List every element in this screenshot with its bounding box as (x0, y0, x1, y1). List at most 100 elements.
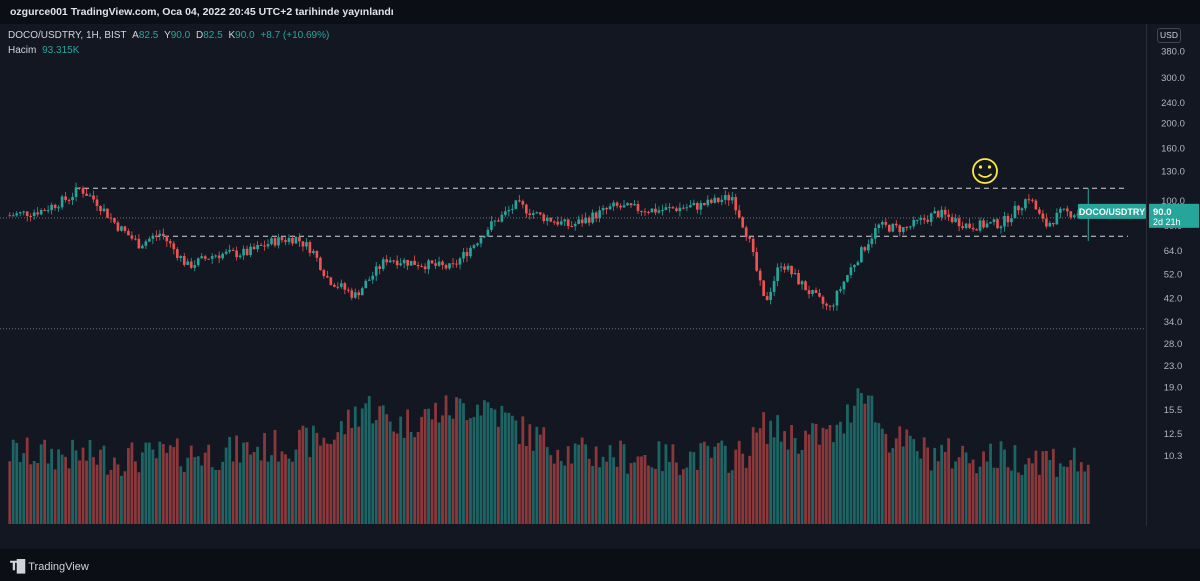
volume-bar (807, 434, 811, 524)
volume-bar (357, 426, 361, 524)
volume-bar (343, 434, 347, 524)
volume-bar (186, 457, 190, 524)
candle-body (189, 261, 193, 268)
candle-body (381, 259, 385, 269)
candle-body (280, 237, 284, 241)
volume-bar (818, 444, 821, 524)
candle-body (165, 235, 169, 242)
open-value: 82.5 (138, 30, 159, 41)
volume-bar (989, 443, 992, 524)
volume-bar (587, 458, 591, 524)
candle-body (524, 204, 528, 214)
chart-svg[interactable]: 2016Haz2017Haz2018Haz2019Haz2020Haz2021H… (0, 24, 1146, 544)
candle-body (430, 260, 434, 264)
price-tick-label: 28.0 (1164, 339, 1183, 350)
candle-body (689, 205, 692, 208)
volume-bar (521, 416, 525, 524)
candle-body (1055, 212, 1059, 225)
candle-body (1010, 218, 1013, 223)
volume-bar (1083, 471, 1087, 524)
volume-bar (1062, 466, 1066, 524)
candle-body (161, 233, 165, 236)
volume-label: Hacim (8, 45, 37, 56)
candle-body (406, 259, 409, 266)
price-scale[interactable]: 380.0300.0240.0200.0160.0130.0100.080.06… (1146, 24, 1200, 526)
candle-body (245, 248, 249, 256)
candle-body (804, 281, 807, 291)
volume-bar (472, 417, 476, 524)
volume-bar (797, 453, 800, 524)
volume-bar (144, 442, 148, 524)
volume-bar (367, 396, 371, 524)
volume-bar (78, 460, 81, 524)
volume-bar (427, 408, 430, 524)
tradingview-brand[interactable]: 𝐓█ TradingView (10, 559, 89, 574)
volume-bar (605, 461, 608, 524)
volume-bar (291, 461, 294, 524)
candle-body (1020, 208, 1024, 211)
currency-button[interactable]: USD (1157, 28, 1181, 43)
volume-bar (835, 424, 839, 524)
candle-body (158, 233, 162, 236)
volume-bar (1086, 464, 1090, 524)
chart-plot-area[interactable]: 2016Haz2017Haz2018Haz2019Haz2020Haz2021H… (0, 24, 1146, 544)
volume-bar (591, 465, 595, 524)
volume-bar (622, 444, 626, 524)
candle-body (755, 252, 759, 271)
candle-body (633, 204, 636, 206)
volume-bar (154, 458, 158, 524)
price-scale-svg[interactable]: 380.0300.0240.0200.0160.0130.0100.080.06… (1147, 24, 1200, 526)
volume-bar (165, 452, 169, 524)
candle-body (629, 203, 633, 206)
volume-bar (800, 449, 804, 524)
volume-bar (580, 437, 584, 524)
candle-body (1072, 215, 1076, 218)
candle-body (1059, 208, 1062, 213)
candle-body (284, 240, 287, 242)
volume-bar (1003, 449, 1006, 524)
volume-bar (277, 461, 280, 524)
candle-body (329, 277, 333, 285)
candle-body (116, 222, 120, 231)
candle-body (120, 226, 123, 231)
volume-bar (490, 408, 493, 524)
candle-body (594, 212, 598, 219)
volume-bar (1017, 472, 1020, 524)
candle-body (294, 236, 298, 244)
volume-bar (371, 423, 375, 524)
candle-body (915, 219, 919, 221)
candle-body (71, 196, 74, 201)
candle-body (825, 303, 828, 306)
volume-bar (95, 464, 99, 524)
volume-bar (675, 462, 678, 524)
volume-bar (172, 447, 176, 524)
candle-body (982, 220, 985, 228)
volume-bar (85, 460, 88, 524)
smiley-icon[interactable] (972, 158, 998, 184)
volume-bar (783, 431, 786, 524)
candle-body (291, 237, 294, 244)
candle-body (839, 289, 842, 291)
candle-body (874, 228, 877, 239)
volume-bar (325, 443, 329, 524)
candle-body (685, 207, 689, 209)
volume-bar (563, 465, 567, 524)
candle-body (668, 207, 671, 209)
volume-bar (647, 465, 650, 524)
candle-body (81, 187, 85, 194)
volume-bar (538, 434, 542, 524)
candle-body (102, 208, 106, 212)
volume-bar (737, 440, 741, 524)
candle-body (277, 237, 280, 246)
candle-body (451, 263, 455, 265)
candle-body (18, 212, 22, 214)
candle-body (343, 283, 347, 290)
volume-bar (716, 442, 720, 524)
candle-body (1013, 205, 1017, 219)
volume-bar (479, 415, 483, 524)
candle-body (493, 220, 497, 222)
series-tag[interactable]: DOCO/USDTRY (1078, 203, 1146, 219)
volume-bar (496, 426, 500, 524)
volume-bar (266, 461, 270, 524)
volume-bar (350, 427, 354, 524)
